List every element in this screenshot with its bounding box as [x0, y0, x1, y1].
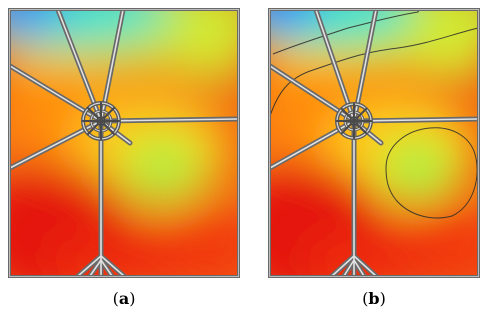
caption-a: (a) [112, 289, 136, 308]
caption-b: (b) [362, 289, 386, 308]
frame-structure-a [8, 8, 240, 278]
contour-lines-b [269, 8, 479, 219]
panel-b [268, 8, 480, 278]
frame-structure-b [268, 8, 480, 278]
panel-a [8, 8, 240, 278]
heatmap-panel-b [268, 8, 480, 278]
heatmap-panel-a [8, 8, 240, 278]
